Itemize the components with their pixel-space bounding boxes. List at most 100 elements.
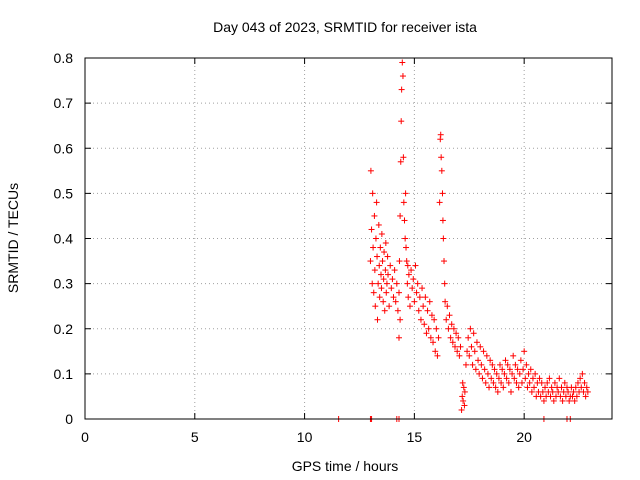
- data-point: [439, 217, 446, 224]
- data-point: [367, 167, 374, 174]
- data-point: [517, 357, 524, 364]
- data-point: [549, 388, 556, 395]
- data-point: [397, 212, 404, 219]
- data-point: [542, 384, 549, 391]
- data-point: [518, 379, 525, 386]
- x-tick-label: 0: [81, 429, 89, 445]
- data-point: [398, 86, 405, 93]
- data-point: [371, 267, 378, 274]
- data-point: [403, 244, 410, 251]
- data-point: [522, 375, 529, 382]
- data-point: [467, 325, 474, 332]
- data-point: [446, 312, 453, 319]
- x-tick-label: 10: [297, 429, 313, 445]
- data-point: [462, 361, 469, 368]
- data-point: [483, 352, 490, 359]
- data-point: [409, 285, 416, 292]
- data-point: [421, 321, 428, 328]
- data-point: [434, 352, 441, 359]
- data-point: [419, 285, 426, 292]
- data-point: [445, 325, 452, 332]
- data-point: [498, 379, 505, 386]
- data-point: [507, 388, 514, 395]
- data-point: [482, 379, 489, 386]
- data-point: [536, 375, 543, 382]
- data-point: [390, 294, 397, 301]
- data-point: [527, 366, 534, 373]
- data-point: [509, 370, 516, 377]
- data-point: [573, 393, 580, 400]
- data-point: [374, 253, 381, 260]
- data-point: [437, 131, 444, 138]
- data-point: [458, 406, 465, 413]
- data-point: [582, 393, 589, 400]
- data-point: [494, 388, 501, 395]
- data-point: [544, 379, 551, 386]
- data-point: [377, 244, 384, 251]
- data-point: [461, 402, 468, 409]
- data-point: [451, 343, 458, 350]
- data-point: [581, 379, 588, 386]
- data-point: [381, 249, 388, 256]
- axis-ticks: [84, 57, 612, 420]
- data-point: [447, 334, 454, 341]
- data-point: [490, 379, 497, 386]
- data-point: [436, 199, 443, 206]
- data-point: [441, 280, 448, 287]
- data-point: [423, 330, 430, 337]
- data-point: [414, 280, 421, 287]
- data-point: [433, 325, 440, 332]
- data-point: [428, 312, 435, 319]
- data-point: [415, 307, 422, 314]
- data-point: [584, 388, 591, 395]
- data-point: [410, 276, 417, 283]
- data-point: [382, 267, 389, 274]
- data-point: [495, 375, 502, 382]
- data-point: [514, 366, 521, 373]
- data-point: [484, 370, 491, 377]
- data-point: [450, 325, 457, 332]
- data-point: [405, 271, 412, 278]
- data-point: [369, 280, 376, 287]
- data-point: [547, 393, 554, 400]
- data-point: [441, 258, 448, 265]
- data-point: [386, 303, 393, 310]
- data-point: [479, 375, 486, 382]
- data-point: [380, 276, 387, 283]
- data-point: [397, 316, 404, 323]
- data-point: [577, 375, 584, 382]
- data-point: [513, 379, 520, 386]
- data-point: [488, 375, 495, 382]
- data-point: [537, 393, 544, 400]
- data-point: [403, 258, 410, 265]
- data-point: [372, 235, 379, 242]
- data-point: [443, 316, 450, 323]
- data-point: [516, 370, 523, 377]
- data-point: [459, 393, 466, 400]
- data-point: [370, 289, 377, 296]
- data-point: [368, 226, 375, 233]
- data-point: [557, 393, 564, 400]
- data-point: [489, 361, 496, 368]
- data-point: [550, 397, 557, 404]
- data-point: [438, 167, 445, 174]
- data-point: [548, 384, 555, 391]
- data-point: [521, 348, 528, 355]
- data-point: [376, 262, 383, 269]
- data-point: [486, 384, 493, 391]
- x-tick-label: 20: [516, 429, 532, 445]
- data-point: [401, 217, 408, 224]
- data-point: [574, 379, 581, 386]
- data-point: [502, 357, 509, 364]
- data-point: [399, 59, 406, 66]
- data-point: [529, 375, 536, 382]
- data-point: [531, 384, 538, 391]
- data-point: [388, 285, 395, 292]
- y-tick-label: 0.8: [54, 50, 74, 66]
- data-point: [396, 334, 403, 341]
- data-point: [460, 384, 467, 391]
- data-point: [425, 325, 432, 332]
- data-point: [378, 285, 385, 292]
- data-point: [402, 190, 409, 197]
- data-point: [500, 384, 507, 391]
